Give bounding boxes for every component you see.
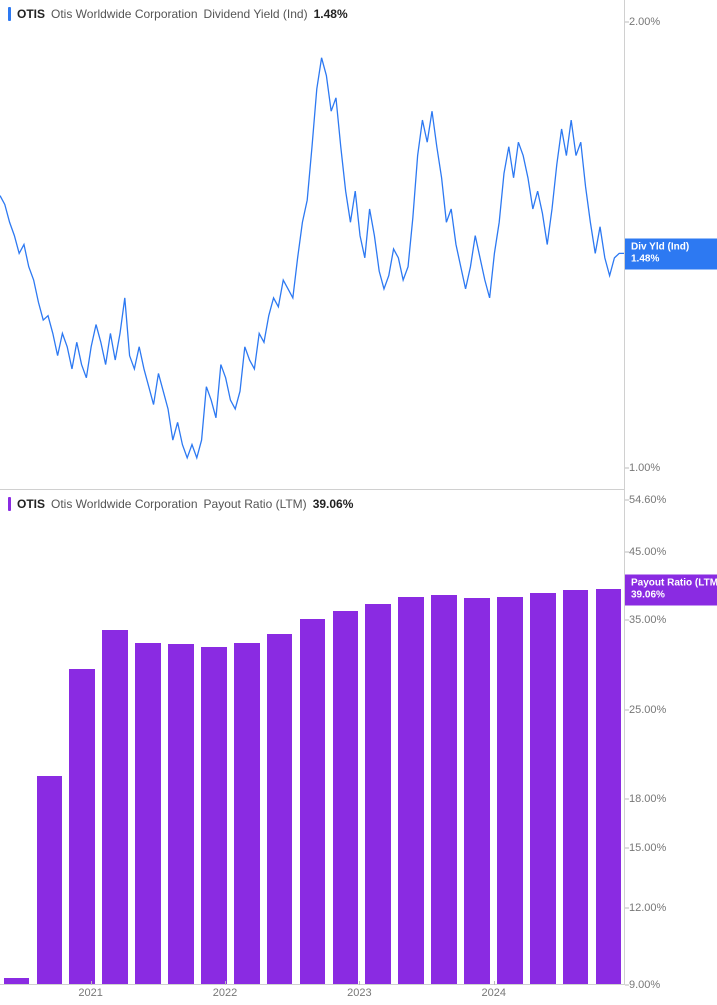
y-tick-label: 9.00%	[629, 979, 660, 991]
legend-color-swatch	[8, 497, 11, 511]
dividend-yield-value-tag: Div Yld (Ind)1.48%	[625, 238, 717, 269]
y-tick-label: 2.00%	[629, 16, 660, 28]
legend-metric: Payout Ratio (LTM)	[204, 497, 307, 511]
payout-ratio-panel: OTIS Otis Worldwide Corporation Payout R…	[0, 490, 717, 1005]
payout-ratio-bar[interactable]	[530, 593, 556, 984]
dividend-yield-panel: OTIS Otis Worldwide Corporation Dividend…	[0, 0, 717, 490]
legend-company: Otis Worldwide Corporation	[51, 497, 198, 511]
payout-ratio-bar[interactable]	[365, 604, 391, 984]
x-tick-mark	[225, 981, 226, 985]
payout-ratio-bars	[0, 490, 624, 984]
y-tick-label: 12.00%	[629, 902, 666, 914]
x-tick-label: 2022	[213, 987, 237, 999]
tag-label: Div Yld (Ind)	[631, 241, 713, 253]
x-tick-label: 2023	[347, 987, 371, 999]
y-tick-label: 35.00%	[629, 614, 666, 626]
dividend-yield-y-axis: 2.00% 1.00% Div Yld (Ind)1.48%	[625, 0, 717, 490]
payout-ratio-bar[interactable]	[333, 611, 359, 984]
y-tick-label: 25.00%	[629, 704, 666, 716]
payout-ratio-bar[interactable]	[563, 590, 589, 984]
payout-ratio-chart-area[interactable]: OTIS Otis Worldwide Corporation Payout R…	[0, 490, 625, 985]
payout-ratio-bar[interactable]	[431, 595, 457, 984]
y-tick-label: 1.00%	[629, 462, 660, 474]
x-tick-label: 2024	[482, 987, 506, 999]
payout-ratio-bar[interactable]	[4, 978, 30, 984]
legend-metric: Dividend Yield (Ind)	[204, 7, 308, 21]
payout-ratio-legend: OTIS Otis Worldwide Corporation Payout R…	[6, 496, 355, 512]
y-tick-label: 54.60%	[629, 494, 666, 506]
dividend-yield-legend: OTIS Otis Worldwide Corporation Dividend…	[6, 6, 350, 22]
x-tick-mark	[359, 981, 360, 985]
legend-company: Otis Worldwide Corporation	[51, 7, 198, 21]
payout-ratio-bar[interactable]	[497, 597, 523, 984]
x-tick-mark	[494, 981, 495, 985]
legend-value: 39.06%	[313, 497, 354, 511]
tag-value: 1.48%	[631, 253, 713, 265]
tag-label: Payout Ratio (LTM)	[631, 578, 713, 590]
y-tick-label: 18.00%	[629, 793, 666, 805]
x-tick-mark	[91, 981, 92, 985]
time-x-axis: 2021 2022 2023 2024	[0, 985, 625, 1005]
payout-ratio-bar[interactable]	[135, 643, 161, 984]
dividend-yield-chart-area[interactable]: OTIS Otis Worldwide Corporation Dividend…	[0, 0, 625, 490]
payout-ratio-bar[interactable]	[398, 597, 424, 984]
payout-ratio-bar[interactable]	[37, 776, 63, 984]
payout-ratio-bar[interactable]	[596, 589, 622, 984]
y-tick-label: 15.00%	[629, 842, 666, 854]
tag-value: 39.06%	[631, 590, 713, 602]
payout-ratio-y-axis: 54.60% 45.00% 35.00% 25.00% 18.00% 15.00% 12.0…	[625, 490, 717, 985]
x-tick-label: 2021	[78, 987, 102, 999]
payout-ratio-value-tag: Payout Ratio (LTM)39.06%	[625, 575, 717, 606]
y-tick-label: 45.00%	[629, 546, 666, 558]
payout-ratio-bar[interactable]	[300, 619, 326, 984]
payout-ratio-bar[interactable]	[464, 598, 490, 984]
payout-ratio-bar[interactable]	[168, 644, 194, 984]
payout-ratio-bar[interactable]	[69, 669, 95, 984]
legend-color-swatch	[8, 7, 11, 21]
payout-ratio-bar[interactable]	[201, 647, 227, 984]
payout-ratio-bar[interactable]	[267, 634, 293, 984]
dividend-yield-line	[0, 0, 624, 489]
legend-value: 1.48%	[314, 7, 348, 21]
legend-symbol: OTIS	[17, 497, 45, 511]
legend-symbol: OTIS	[17, 7, 45, 21]
payout-ratio-bar[interactable]	[234, 643, 260, 984]
payout-ratio-bar[interactable]	[102, 630, 128, 984]
